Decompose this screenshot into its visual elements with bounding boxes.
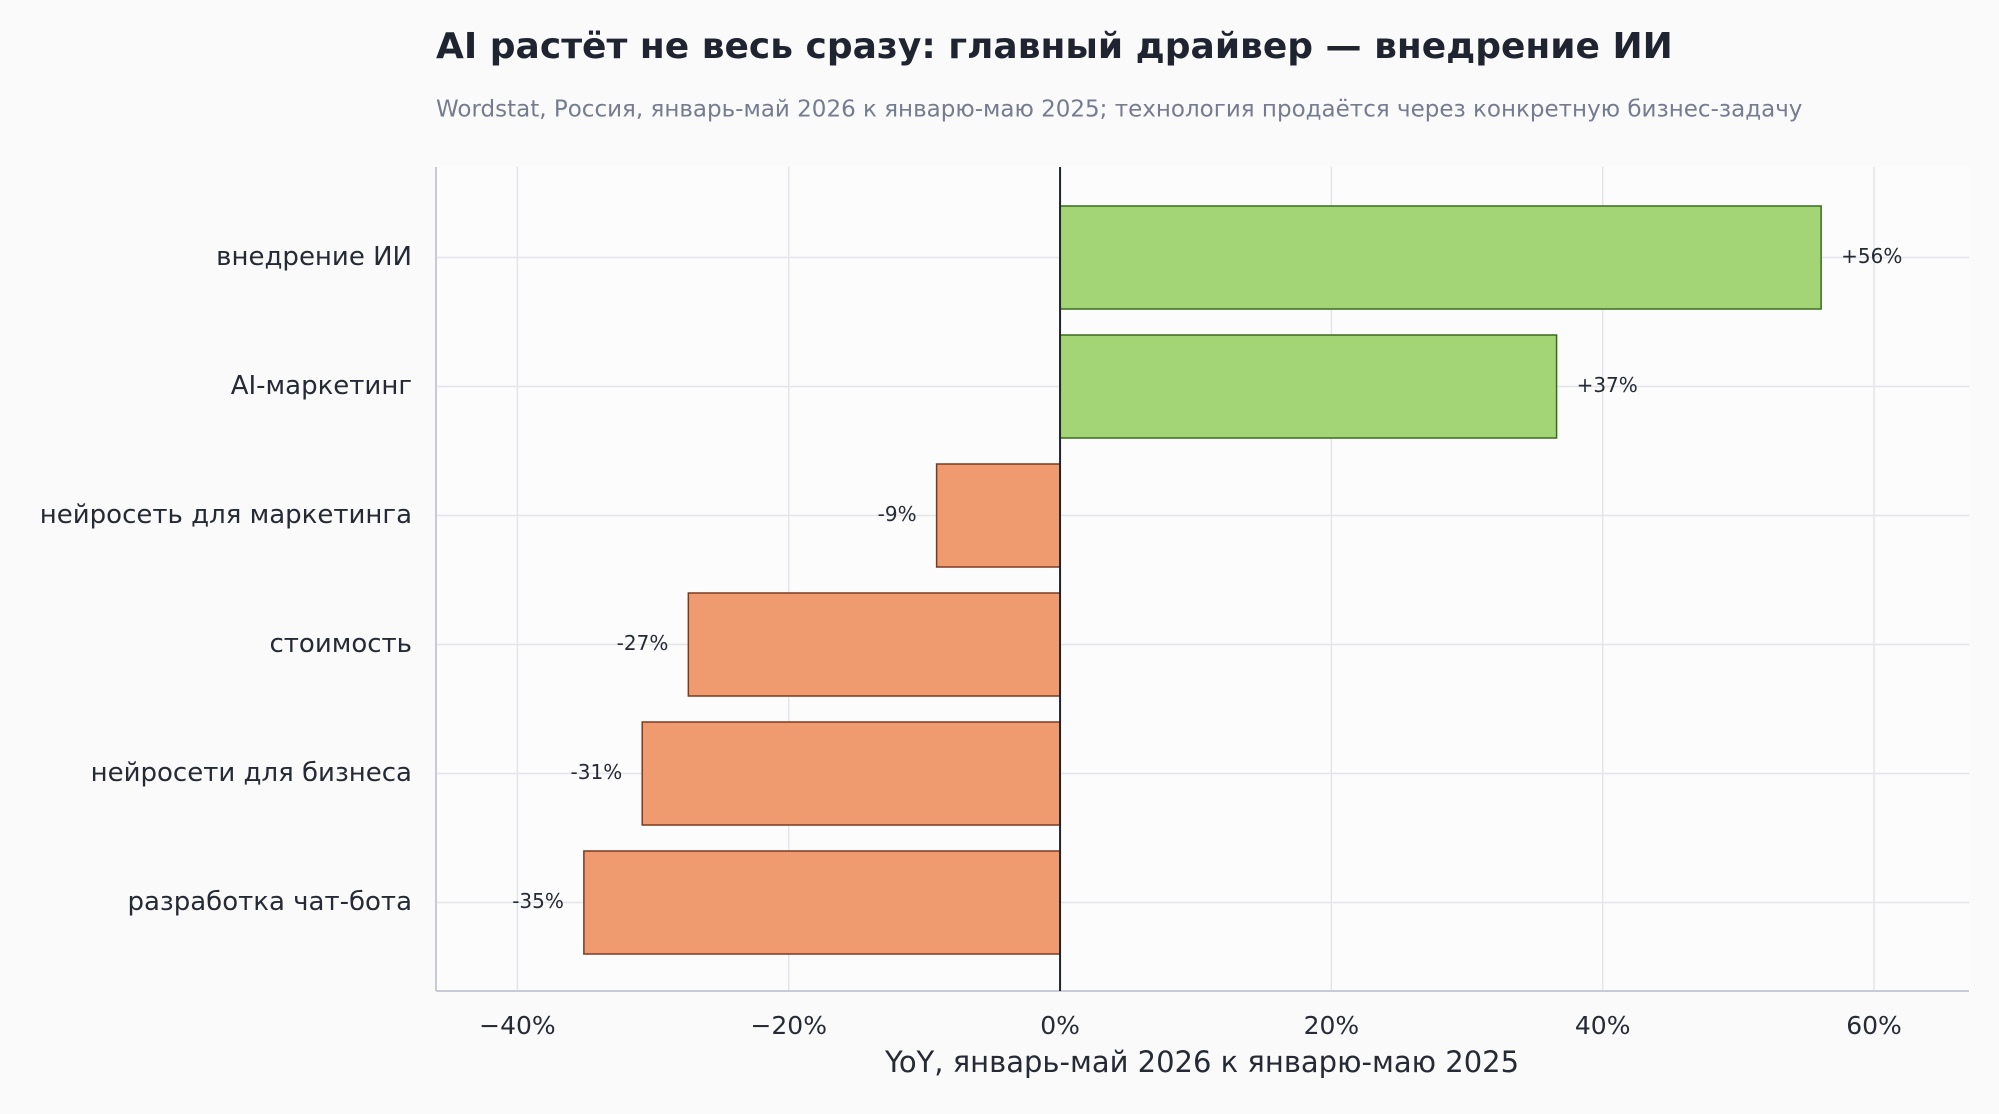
x-tick-label: −20%	[750, 1011, 827, 1040]
bar	[687, 592, 1061, 697]
bar	[1059, 205, 1822, 310]
value-label: -9%	[878, 502, 917, 526]
y-tick-label: разработка чат-бота	[127, 887, 412, 917]
x-tick-label: 40%	[1575, 1011, 1631, 1040]
y-tick-label: стоимость	[269, 629, 412, 659]
y-tick-label: внедрение ИИ	[216, 242, 412, 272]
x-tick-label: 60%	[1846, 1011, 1902, 1040]
value-label: -27%	[617, 631, 669, 655]
bar	[1059, 334, 1558, 439]
chart-subtitle: Wordstat, Россия, январь-май 2026 к янва…	[436, 97, 1802, 123]
x-tick-label: −40%	[479, 1011, 556, 1040]
x-axis-label: YoY, январь-май 2026 к январю-маю 2025	[884, 1045, 1519, 1079]
chart-title: AI растёт не весь сразу: главный драйвер…	[436, 26, 1673, 67]
y-tick-label: нейросети для бизнеса	[91, 758, 412, 788]
value-label: +56%	[1841, 244, 1902, 268]
bar	[583, 850, 1061, 955]
y-tick-label: нейросеть для маркетинга	[40, 500, 412, 530]
bar	[935, 463, 1061, 568]
x-tick-label: 20%	[1304, 1011, 1360, 1040]
y-tick-label: AI-маркетинг	[231, 371, 412, 401]
value-label: -31%	[571, 760, 623, 784]
bar	[641, 721, 1061, 826]
value-label: +37%	[1577, 373, 1638, 397]
x-tick-label: 0%	[1040, 1011, 1080, 1040]
value-label: -35%	[512, 889, 564, 913]
